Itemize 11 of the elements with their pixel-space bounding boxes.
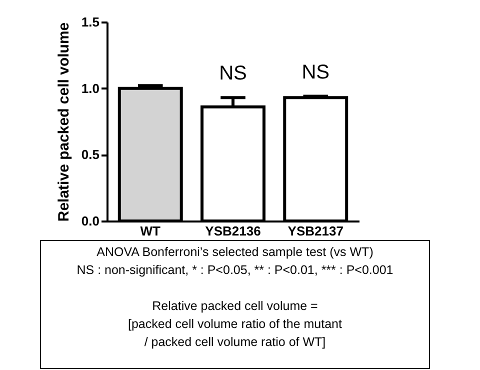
y-tick-label: 0.5 (81, 147, 100, 162)
x-tick-label: WT (140, 224, 161, 238)
x-tick-label: YSB2136 (205, 224, 261, 238)
y-tick-label: 0.0 (81, 214, 100, 228)
annotation: NS (302, 61, 330, 84)
note-box: ANOVA Bonferroni’s selected sample test (vs WT) NS : non-significant, * : P<0.05, ** : P<0.01, *** : P<0.001 Relative packed cell volume = [packed cell volume ratio of the mutant / packed cell volume ratio of WT] (40, 240, 430, 369)
annotation: NS (219, 62, 247, 85)
y-tick-label: 1.0 (81, 80, 100, 96)
y-tick-label: 1.5 (81, 14, 100, 30)
y-axis-title: Relative packed cell volume (55, 22, 72, 222)
x-tick-label: YSB2137 (288, 224, 344, 238)
